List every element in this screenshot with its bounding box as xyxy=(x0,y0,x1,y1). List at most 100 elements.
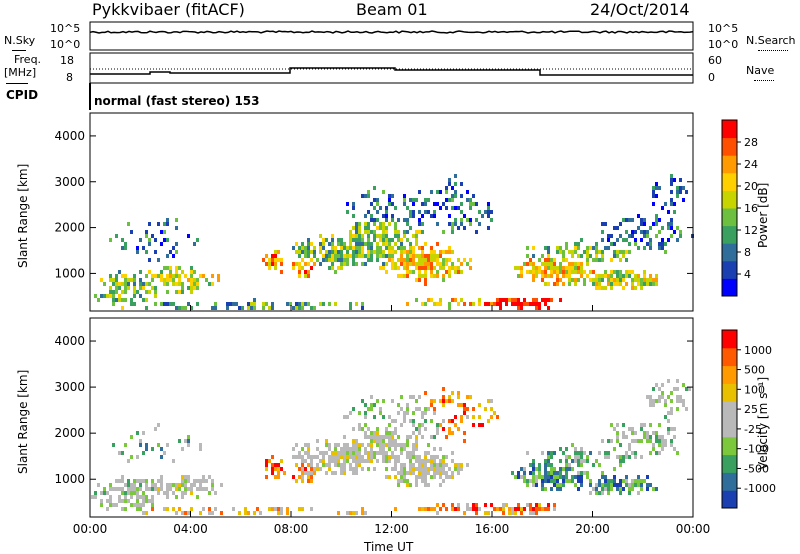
heatmap-cell xyxy=(667,431,670,435)
heatmap-cell xyxy=(199,274,202,278)
heatmap-cell xyxy=(406,274,409,278)
heatmap-cell xyxy=(358,226,361,230)
heatmap-cell xyxy=(391,254,394,258)
heatmap-cell xyxy=(454,463,457,467)
heatmap-cell xyxy=(526,302,529,306)
heatmap-cell xyxy=(454,206,457,210)
heatmap-cell xyxy=(331,266,334,270)
heatmap-cell xyxy=(397,435,400,439)
heatmap-cell xyxy=(367,230,370,234)
heatmap-cell xyxy=(454,467,457,471)
heatmap-cell xyxy=(151,503,154,507)
heatmap-cell xyxy=(271,471,274,475)
heatmap-cell xyxy=(394,419,397,423)
heatmap-cell xyxy=(424,467,427,471)
heatmap-cell xyxy=(643,423,646,427)
heatmap-cell xyxy=(619,222,622,226)
heatmap-cell xyxy=(601,222,604,226)
heatmap-cell xyxy=(157,274,160,278)
heatmap-cell xyxy=(133,286,136,290)
heatmap-cell xyxy=(637,226,640,230)
heatmap-cell xyxy=(529,507,532,511)
heatmap-cell xyxy=(400,395,403,399)
heatmap-cell xyxy=(370,218,373,222)
heatmap-cell xyxy=(169,274,172,278)
heatmap-cell xyxy=(652,387,655,391)
heatmap-cell xyxy=(307,250,310,254)
heatmap-cell xyxy=(460,194,463,198)
heatmap-cell xyxy=(490,399,493,403)
heatmap-cell xyxy=(211,274,214,278)
heatmap-cell xyxy=(385,230,388,234)
heatmap-cell xyxy=(544,262,547,266)
heatmap-cell xyxy=(658,395,661,399)
heatmap-cell xyxy=(652,186,655,190)
heatmap-cell xyxy=(226,302,229,306)
heatmap-cell xyxy=(343,254,346,258)
heatmap-cell xyxy=(181,286,184,290)
heatmap-cell xyxy=(676,379,679,383)
heatmap-cell xyxy=(475,503,478,507)
heatmap-cell xyxy=(331,258,334,262)
heatmap-cell xyxy=(145,306,148,310)
heatmap-cell xyxy=(583,459,586,463)
heatmap-cell xyxy=(151,495,154,499)
heatmap-cell xyxy=(442,250,445,254)
heatmap-cell xyxy=(604,487,607,491)
heatmap-cell xyxy=(646,483,649,487)
heatmap-cell xyxy=(436,467,439,471)
heatmap-cell xyxy=(451,507,454,511)
heatmap-cell xyxy=(433,210,436,214)
heatmap-cell xyxy=(601,286,604,290)
heatmap-cell xyxy=(547,246,550,250)
heatmap-cell xyxy=(535,511,538,515)
heatmap-cell xyxy=(178,266,181,270)
heatmap-cell xyxy=(613,282,616,286)
heatmap-cell xyxy=(370,214,373,218)
heatmap-cell xyxy=(433,447,436,451)
heatmap-cell xyxy=(181,290,184,294)
heatmap-cell xyxy=(664,443,667,447)
heatmap-cell xyxy=(649,274,652,278)
heatmap-cell xyxy=(451,431,454,435)
heatmap-cell xyxy=(394,226,397,230)
heatmap-cell xyxy=(154,290,157,294)
heatmap-cell xyxy=(643,282,646,286)
heatmap-cell xyxy=(631,278,634,282)
noise-tick-left-high: 10^5 xyxy=(50,22,81,35)
heatmap-cell xyxy=(565,455,568,459)
heatmap-cell xyxy=(547,250,550,254)
heatmap-cell xyxy=(535,270,538,274)
heatmap-cell xyxy=(406,407,409,411)
heatmap-cell xyxy=(367,234,370,238)
heatmap-cell xyxy=(325,254,328,258)
heatmap-cell xyxy=(649,439,652,443)
heatmap-cell xyxy=(637,479,640,483)
heatmap-cell xyxy=(352,511,355,515)
heatmap-cell xyxy=(142,282,145,286)
heatmap-cell xyxy=(160,274,163,278)
heatmap-cell xyxy=(307,451,310,455)
heatmap-cell xyxy=(151,447,154,451)
heatmap-cell xyxy=(517,475,520,479)
heatmap-cell xyxy=(655,451,658,455)
heatmap-cell xyxy=(406,483,409,487)
heatmap-cell xyxy=(445,435,448,439)
heatmap-cell xyxy=(379,234,382,238)
heatmap-cell xyxy=(301,302,304,306)
heatmap-cell xyxy=(403,415,406,419)
heatmap-cell xyxy=(310,455,313,459)
heatmap-cell xyxy=(535,274,538,278)
heatmap-cell xyxy=(190,274,193,278)
heatmap-cell xyxy=(427,407,430,411)
heatmap-cell xyxy=(313,246,316,250)
heatmap-cell xyxy=(181,511,184,515)
heatmap-cell xyxy=(634,238,637,242)
heatmap-cell xyxy=(598,274,601,278)
heatmap-cell xyxy=(124,491,127,495)
heatmap-cell xyxy=(112,302,115,306)
heatmap-cell xyxy=(457,226,460,230)
heatmap-cell xyxy=(679,234,682,238)
heatmap-cell xyxy=(307,479,310,483)
